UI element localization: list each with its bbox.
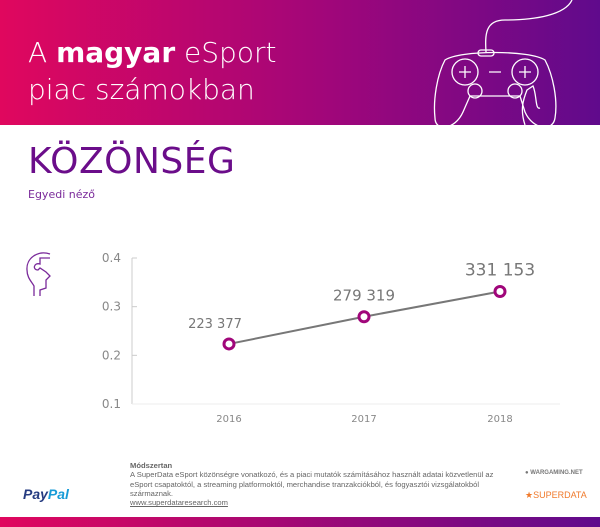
title-line2: piac számokban bbox=[28, 73, 255, 106]
section-title: KÖZÖNSÉG bbox=[28, 141, 236, 182]
data-label: 279 319 bbox=[333, 287, 395, 305]
y-tick-label: 0.3 bbox=[102, 300, 121, 314]
superdata-logo: ★SUPERDATA bbox=[525, 490, 587, 500]
wargaming-logo: ● WARGAMING.NET bbox=[525, 470, 583, 476]
data-label: 223 377 bbox=[188, 317, 242, 332]
header-banner: A magyar eSport piac számokban bbox=[0, 0, 600, 125]
data-point bbox=[357, 310, 371, 324]
y-tick-label: 0.1 bbox=[102, 397, 121, 411]
x-tick-label: 2017 bbox=[351, 414, 376, 425]
methodology-text: A SuperData eSport közönségre vonatkozó,… bbox=[130, 470, 494, 498]
y-tick-label: 0.4 bbox=[102, 251, 121, 265]
gamepad-icon bbox=[433, 0, 573, 125]
methodology-note: Módszertan A SuperData eSport közönségre… bbox=[130, 461, 510, 507]
page-title: A magyar eSport piac számokban bbox=[28, 34, 276, 108]
chart-subtitle: Egyedi néző bbox=[28, 188, 95, 201]
data-label: 331 153 bbox=[465, 261, 535, 281]
footer-bar bbox=[0, 517, 600, 527]
title-part: A bbox=[28, 36, 57, 69]
data-point bbox=[493, 285, 507, 299]
title-bold: magyar bbox=[56, 36, 176, 69]
paypal-logo: PayPal bbox=[23, 486, 69, 502]
audience-head-icon bbox=[26, 252, 51, 296]
data-point bbox=[222, 337, 236, 351]
methodology-heading: Módszertan bbox=[130, 461, 173, 470]
title-part: eSport bbox=[175, 36, 277, 69]
source-link[interactable]: www.superdataresearch.com bbox=[130, 498, 228, 508]
y-tick-label: 0.2 bbox=[102, 348, 121, 362]
x-tick-label: 2016 bbox=[216, 414, 241, 425]
line-chart: 0.4 0.3 0.2 0.1 2016 2017 2018 223 377 279 319 33… bbox=[102, 251, 560, 425]
x-tick-label: 2018 bbox=[487, 414, 512, 425]
